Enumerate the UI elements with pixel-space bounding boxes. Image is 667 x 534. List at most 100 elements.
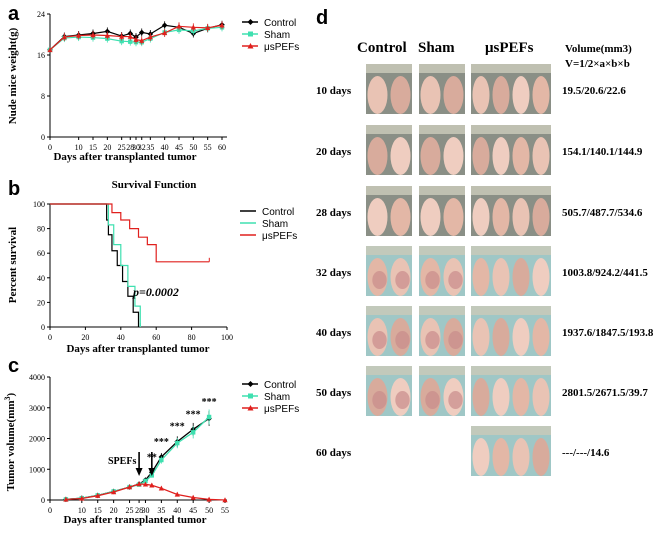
data-point (190, 494, 196, 500)
photo-ruler (471, 366, 551, 375)
mouse-body (512, 76, 530, 114)
photo-ruler (366, 186, 412, 195)
photo-ruler (419, 306, 465, 315)
panel-a-x-tick-label: 55 (204, 143, 212, 152)
panel-a-y-label: Nude mice weight(g) (7, 27, 19, 124)
data-point (139, 37, 145, 43)
panel-a-y-tick-label: 16 (37, 51, 45, 60)
data-point (206, 496, 212, 502)
mouse-body (532, 438, 550, 476)
data-point (126, 484, 133, 490)
panel-a-y-tick-label: 24 (37, 10, 45, 19)
data-point (222, 497, 228, 503)
tumor-mass (395, 391, 410, 409)
data-point (104, 32, 110, 38)
legend-label-0: Control (262, 207, 294, 218)
day-label: 20 days (316, 146, 352, 158)
treatment-label: SPEFs (108, 456, 136, 467)
photo-ruler (366, 246, 412, 255)
panel-b-survival-chart: Survival Function 0 20 40 60 80 100 0 20 40 60 80… (7, 179, 297, 355)
data-point (143, 478, 148, 484)
legend-label-0: Control (264, 380, 296, 391)
significance-marker: *** (170, 422, 185, 433)
mouse-body (492, 137, 510, 175)
photo-uspefs-10-days (471, 64, 551, 114)
panel-label-c: c (8, 355, 19, 377)
photo-control-28-days (366, 186, 412, 236)
panel-a-x-tick-label: 40 (161, 143, 169, 152)
volume-formula: V=1/2×a×b×b (565, 58, 630, 70)
panel-a-x-tick-label: 50 (189, 143, 197, 152)
panel-d-photo-table: Control Sham μsPEFs Volume(mm3) V=1/2×a×… (316, 40, 654, 476)
mouse-body (472, 438, 490, 476)
survival-curve-sham (50, 203, 141, 327)
data-point (119, 38, 124, 44)
legend-marker (248, 31, 253, 37)
data-point (174, 491, 180, 497)
data-point (206, 414, 212, 420)
panel-c-y-tick-label: 2000 (29, 435, 45, 444)
significance-marker: *** (186, 409, 201, 420)
panel-b-y-tick-label: 20 (37, 298, 45, 307)
col-header-uspefs: μsPEFs (485, 40, 534, 56)
mouse-body (472, 378, 490, 416)
mouse-body (420, 137, 441, 175)
panel-a-x-tick-label: 20 (103, 143, 111, 152)
mouse-body (512, 258, 530, 296)
legend-label-1: Sham (262, 219, 288, 230)
panel-c-x-tick-label: 0 (48, 506, 52, 515)
photo-control-40-days (366, 306, 412, 356)
data-point (149, 482, 155, 488)
mouse-body (420, 198, 441, 236)
treatment-arrowhead (148, 468, 156, 476)
photo-uspefs-40-days (471, 306, 551, 356)
panel-label-d: d (316, 7, 328, 29)
photo-uspefs-20-days (471, 125, 551, 175)
mouse-body (532, 198, 550, 236)
mouse-body (472, 137, 490, 175)
series-line-sham (65, 416, 210, 501)
mouse-body (512, 137, 530, 175)
mouse-body (472, 258, 490, 296)
mouse-body (472, 198, 490, 236)
photo-uspefs-60-days (471, 426, 551, 476)
photo-sham-32-days (419, 246, 465, 296)
col-header-volume: Volume(mm3) (565, 43, 632, 55)
panel-c-x-tick-label: 28 (135, 506, 143, 515)
tumor-mass (448, 391, 463, 409)
panel-c-x-tick-label: 40 (173, 506, 181, 515)
panel-c-x-tick-label: 30 (141, 506, 149, 515)
tumor-mass (372, 391, 387, 409)
panel-c-y-tick-label: 1000 (29, 465, 45, 474)
photo-control-50-days (366, 366, 412, 416)
legend-label-1: Sham (264, 30, 290, 41)
photo-uspefs-28-days (471, 186, 551, 236)
photo-ruler (471, 426, 551, 435)
mouse-body (492, 258, 510, 296)
panel-b-p-value: p=0.0002 (132, 285, 179, 299)
tumor-mass (425, 331, 440, 349)
series-line-control (65, 417, 210, 501)
panel-b-x-tick-label: 0 (48, 333, 52, 342)
volume-value: 19.5/20.6/22.6 (562, 85, 626, 97)
data-point (133, 36, 139, 42)
mouse-body (443, 198, 464, 236)
data-point (162, 30, 168, 36)
panel-b-x-tick-label: 80 (188, 333, 196, 342)
photo-sham-50-days (419, 366, 465, 416)
legend-label-2: μsPEFs (264, 404, 299, 415)
mouse-body (443, 76, 464, 114)
mouse-body (532, 76, 550, 114)
panel-a-x-label: Days after transplanted tumor (53, 151, 196, 163)
volume-value: 1003.8/924.2/441.5 (562, 267, 648, 279)
mouse-body (390, 137, 411, 175)
treatment-arrowhead (135, 468, 143, 476)
mouse-body (390, 198, 411, 236)
panel-a-y-tick-label: 0 (41, 133, 45, 142)
mouse-body (512, 378, 530, 416)
data-point (119, 33, 125, 39)
legend-label-0: Control (264, 18, 296, 29)
panel-c-x-tick-label: 10 (78, 506, 86, 515)
photo-sham-28-days (419, 186, 465, 236)
